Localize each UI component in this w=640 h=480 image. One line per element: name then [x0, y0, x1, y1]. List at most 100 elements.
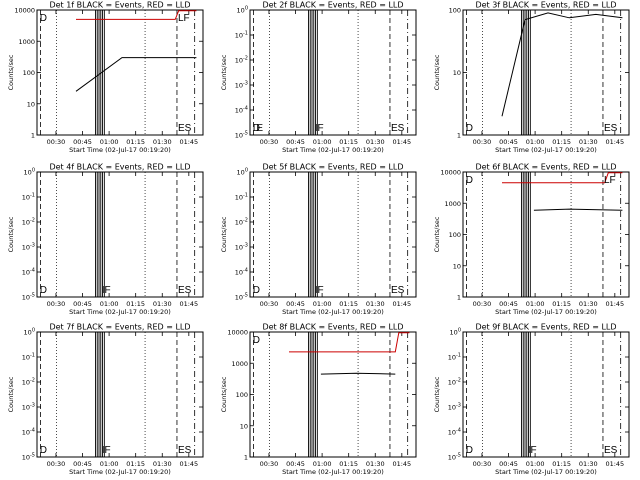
marker-label: ES — [178, 123, 192, 134]
series-line-events — [320, 372, 396, 375]
marker-label: ES — [391, 285, 405, 296]
y-tick-label: 10-5 — [22, 293, 35, 302]
chart-panel-9: Det 9f BLACK = Events, RED = LLD 100 10-1 1… — [433, 323, 630, 476]
y-axis-label: Counts/sec — [433, 376, 441, 412]
y-tick-label: 10-3 — [235, 81, 248, 90]
x-tick-label: 01:15 — [552, 300, 571, 308]
y-tick-label: 100 — [449, 7, 461, 15]
x-tick-label: 00:45 — [73, 300, 92, 308]
x-tick-label: 01:45 — [179, 300, 198, 308]
panel-title: Det 1f BLACK = Events, RED = LLD — [49, 1, 190, 10]
x-tick-label: 01:00 — [526, 138, 545, 146]
x-axis-label: Start Time (02-Jul-17 00:19:20) — [282, 308, 384, 316]
y-tick-label: 10 — [240, 422, 248, 430]
chart-panel-6: Det 6f BLACK = Events, RED = LLD 1 10 100 10… — [433, 163, 630, 316]
marker-label: ES — [178, 285, 192, 296]
x-tick-label: 01:30 — [366, 300, 385, 308]
x-tick-label: 01:00 — [526, 460, 545, 468]
marker-label: IF — [315, 285, 324, 296]
x-tick-label: 00:45 — [286, 300, 305, 308]
marker-label: ES — [604, 123, 618, 134]
marker-label: D — [466, 175, 473, 186]
x-tick-label: 01:00 — [100, 460, 119, 468]
y-tick-label: 10-2 — [235, 218, 248, 227]
y-tick-label: 10-3 — [235, 243, 248, 252]
panel-title: Det 8f BLACK = Events, RED = LLD — [262, 323, 403, 332]
plot-frame — [36, 331, 204, 458]
x-tick-label: 01:15 — [339, 460, 358, 468]
panel-title: Det 2f BLACK = Events, RED = LLD — [262, 1, 403, 10]
x-tick-label: 01:45 — [392, 460, 411, 468]
x-axis-label: Start Time (02-Jul-17 00:19:20) — [495, 468, 597, 476]
panel-title: Det 5f BLACK = Events, RED = LLD — [262, 163, 403, 172]
marker-label: D — [253, 335, 260, 346]
y-tick-label: 10-5 — [22, 453, 35, 462]
x-tick-label: 01:15 — [126, 138, 145, 146]
y-axis-label: Counts/sec — [7, 216, 15, 252]
plot-frame — [462, 9, 630, 136]
x-tick-label: 00:30 — [260, 300, 279, 308]
panel-title: Det 3f BLACK = Events, RED = LLD — [475, 1, 616, 10]
y-tick-label: 100 — [24, 168, 35, 177]
x-tick-label: 00:30 — [260, 138, 279, 146]
y-tick-label: 10-3 — [22, 243, 35, 252]
x-tick-label: 01:45 — [605, 460, 624, 468]
y-tick-label: 10000 — [14, 7, 35, 15]
y-tick-label: 100 — [24, 328, 35, 337]
y-tick-label: 10 — [27, 100, 35, 108]
x-axis-label: Start Time (02-Jul-17 00:19:20) — [282, 468, 384, 476]
x-tick-label: 01:30 — [366, 460, 385, 468]
y-axis-label: Counts/sec — [433, 54, 441, 90]
marker-label: D — [40, 13, 47, 24]
x-tick-label: 01:15 — [339, 300, 358, 308]
y-tick-label: 10 — [453, 262, 461, 270]
y-tick-label: 10-1 — [448, 353, 461, 362]
y-tick-label: 10-3 — [448, 403, 461, 412]
series-line-events — [75, 57, 197, 92]
marker-label: IF — [528, 445, 537, 456]
y-tick-label: 1 — [457, 132, 461, 140]
series-line-lld — [502, 172, 623, 184]
y-tick-label: 10-4 — [22, 428, 35, 437]
marker-label: IF — [102, 445, 111, 456]
chart-panel-8: Det 8f BLACK = Events, RED = LLD 1 10 100 10… — [220, 323, 417, 476]
x-tick-label: 01:30 — [579, 300, 598, 308]
y-tick-label: 100 — [450, 328, 461, 337]
x-tick-label: 01:45 — [605, 138, 624, 146]
chart-panel-2: Det 2f BLACK = Events, RED = LLD 100 10-1 1… — [220, 1, 417, 154]
y-tick-label: 100 — [237, 6, 248, 15]
y-tick-label: 10 — [453, 69, 461, 77]
y-tick-label: 10-2 — [22, 218, 35, 227]
plot-frame — [36, 171, 204, 298]
x-tick-label: 01:30 — [579, 460, 598, 468]
x-tick-label: 01:00 — [313, 460, 332, 468]
panel-title: Det 9f BLACK = Events, RED = LLD — [475, 323, 616, 332]
y-tick-label: 10-1 — [235, 193, 248, 202]
x-axis-label: Start Time (02-Jul-17 00:19:20) — [69, 308, 171, 316]
plot-frame — [249, 171, 417, 298]
x-tick-label: 00:30 — [473, 138, 492, 146]
x-tick-label: 01:15 — [552, 460, 571, 468]
y-tick-label: 10-2 — [235, 56, 248, 65]
x-tick-label: 00:45 — [499, 138, 518, 146]
x-tick-label: 00:45 — [499, 300, 518, 308]
x-tick-label: 00:30 — [473, 300, 492, 308]
x-tick-label: 01:15 — [126, 460, 145, 468]
x-tick-label: 01:15 — [126, 300, 145, 308]
y-axis-label: Counts/sec — [7, 376, 15, 412]
x-tick-label: 00:30 — [47, 300, 66, 308]
y-tick-label: 10-4 — [235, 268, 248, 277]
y-axis-label: Counts/sec — [220, 216, 228, 252]
marker-label: D — [466, 123, 473, 134]
chart-panel-5: Det 5f BLACK = Events, RED = LLD 100 10-1 1… — [220, 163, 417, 316]
marker-label: IF — [315, 123, 324, 134]
x-tick-label: 01:15 — [552, 138, 571, 146]
plot-frame — [249, 331, 417, 458]
marker-label: D — [40, 445, 47, 456]
y-tick-label: 10-1 — [22, 193, 35, 202]
x-tick-label: 01:00 — [313, 138, 332, 146]
marker-label: LF — [604, 175, 616, 186]
y-tick-label: 1000 — [18, 38, 35, 46]
y-tick-label: 1 — [31, 132, 35, 140]
